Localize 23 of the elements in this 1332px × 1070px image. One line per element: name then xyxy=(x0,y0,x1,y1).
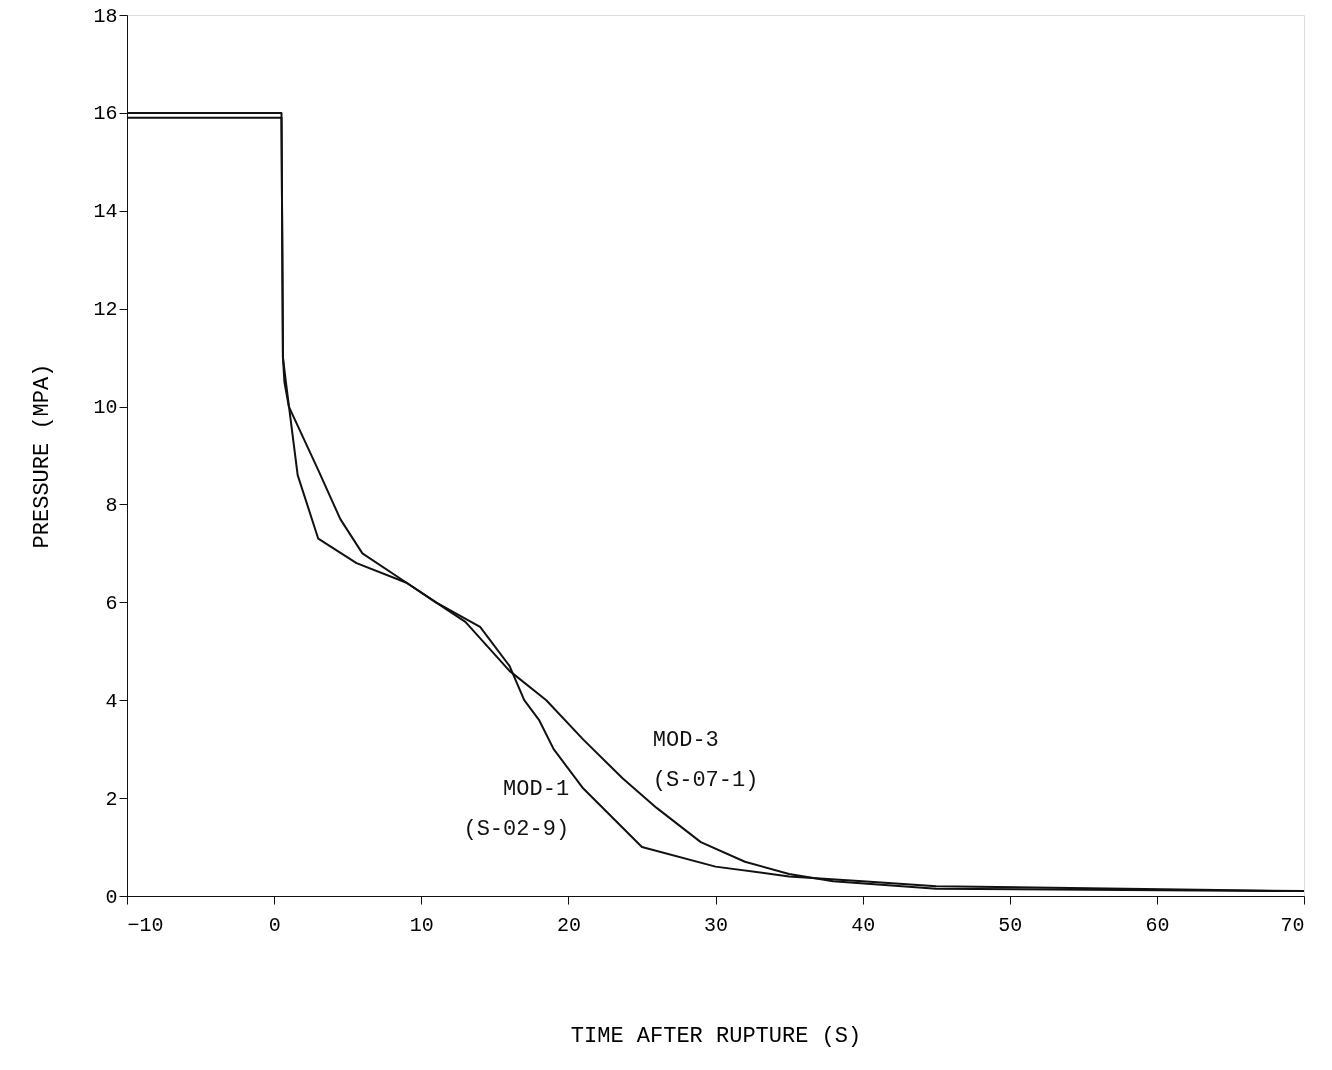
x-tick-label: 10 xyxy=(409,913,434,937)
x-tick-label: 70 xyxy=(1280,913,1305,937)
y-tick-label: 2 xyxy=(105,787,118,811)
x-tick-label: 50 xyxy=(998,913,1023,937)
x-tick-label: 40 xyxy=(851,913,876,937)
y-axis-title: PRESSURE (MPA) xyxy=(30,363,56,549)
x-tick-label: 30 xyxy=(703,913,729,937)
y-tick-label: 0 xyxy=(105,885,118,909)
x-tick-label: −10 xyxy=(127,913,164,937)
y-tick-label: 16 xyxy=(93,102,118,126)
series-label: MOD-1 (S-02-9) xyxy=(463,777,570,843)
x-axis-title: TIME AFTER RUPTURE (S) xyxy=(570,1023,862,1049)
x-tick-label: 20 xyxy=(556,913,581,937)
y-tick-label: 14 xyxy=(93,200,118,224)
y-tick-label: 8 xyxy=(105,493,118,517)
y-tick-label: 10 xyxy=(93,396,118,420)
y-tick-label: 4 xyxy=(105,689,118,713)
y-tick-label: 6 xyxy=(105,591,118,615)
x-tick-label: 60 xyxy=(1145,913,1170,937)
x-tick-label: 0 xyxy=(268,913,281,937)
y-tick-label: 12 xyxy=(93,298,118,322)
y-tick-label: 18 xyxy=(93,4,118,28)
series-label: MOD-3 (S-07-1) xyxy=(652,727,759,793)
